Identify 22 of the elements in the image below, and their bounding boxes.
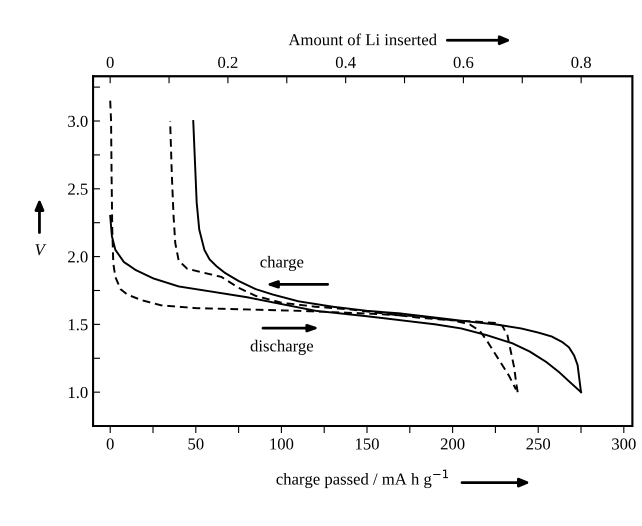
x-tick-label: 0 (106, 438, 114, 450)
x-tick-label: 100 (270, 438, 294, 450)
x2-tick-label: 0.8 (571, 56, 591, 68)
x-tick-label: 200 (440, 438, 464, 450)
x-tick-label: 250 (526, 438, 550, 450)
y-tick-label: 2.5 (68, 184, 88, 195)
x2-tick-label: 0.6 (454, 56, 474, 68)
x-tick-label: 150 (356, 438, 379, 450)
annotation: discharge (250, 340, 314, 355)
x2-tick-label: 0 (106, 56, 114, 68)
x2-tick-label: 0.2 (218, 56, 238, 68)
y-tick-label: 1.5 (68, 319, 88, 330)
x-tick-label: 300 (612, 438, 636, 450)
annotation: charge (260, 256, 304, 271)
y-axis-title: V (35, 244, 46, 256)
x-tick-label: 50 (188, 438, 204, 450)
x-axis-title: charge passed / mA h g$^{−1}$ (276, 470, 448, 488)
y-tick-label: 3.0 (68, 116, 88, 128)
y-tick-label: 1.0 (68, 386, 88, 398)
x2-axis-title: Amount of Li inserted (288, 33, 437, 46)
y-tick-label: 2.0 (68, 251, 88, 263)
x2-tick-label: 0.4 (336, 56, 356, 68)
